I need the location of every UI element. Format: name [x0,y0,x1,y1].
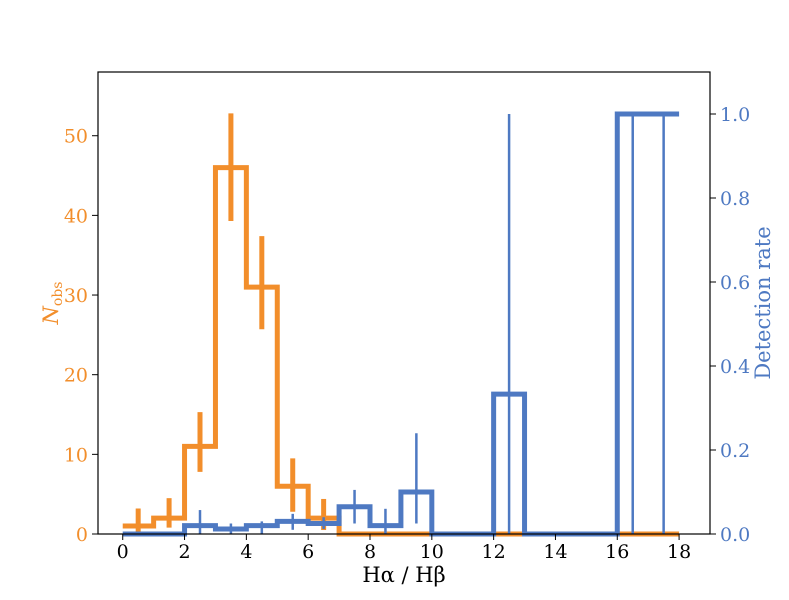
x-tick-label: 18 [667,541,691,563]
right-y-tick-label: 0.8 [720,188,750,210]
plot-frame [97,71,711,535]
left-y-tick-label: 30 [64,285,88,307]
detection-rate-series [122,111,680,537]
nobs-step-line [122,165,680,537]
left-y-axis-title-sub: obs [50,282,66,307]
x-tick-label: 0 [117,541,129,563]
left-y-tick-label: 10 [64,444,88,466]
x-tick-label: 4 [240,541,252,563]
detection-rate-step-line [122,111,680,537]
x-tick-label: 14 [543,541,567,563]
right-y-tick-label: 0.6 [720,272,750,294]
left-y-tick-label: 40 [64,205,88,227]
left-y-tick-label: 50 [64,126,88,148]
left-y-axis-ticks: 0 10 20 30 40 50 [64,126,98,546]
nobs-series [122,113,680,537]
left-y-tick-label: 0 [76,524,88,546]
right-y-axis-ticks: 0.0 0.2 0.4 0.6 0.8 1.0 [710,104,750,546]
right-y-axis-title: Detection rate [751,226,775,379]
x-tick-label: 16 [605,541,629,563]
right-y-tick-label: 1.0 [720,104,750,126]
left-y-axis-title: Nobs [39,282,66,326]
x-tick-label: 10 [420,541,444,563]
left-y-axis-title-main: N [39,305,63,325]
right-y-tick-label: 0.2 [720,440,750,462]
x-tick-label: 6 [302,541,314,563]
right-y-tick-label: 0.0 [720,524,750,546]
x-tick-label: 12 [482,541,506,563]
x-tick-label: 2 [178,541,190,563]
left-y-tick-label: 20 [64,365,88,387]
right-y-tick-label: 0.4 [720,356,750,378]
x-axis-ticks: 0 2 4 6 8 10 12 14 16 18 [117,534,691,563]
x-tick-label: 8 [364,541,376,563]
x-axis-title: Hα / Hβ [362,563,445,587]
